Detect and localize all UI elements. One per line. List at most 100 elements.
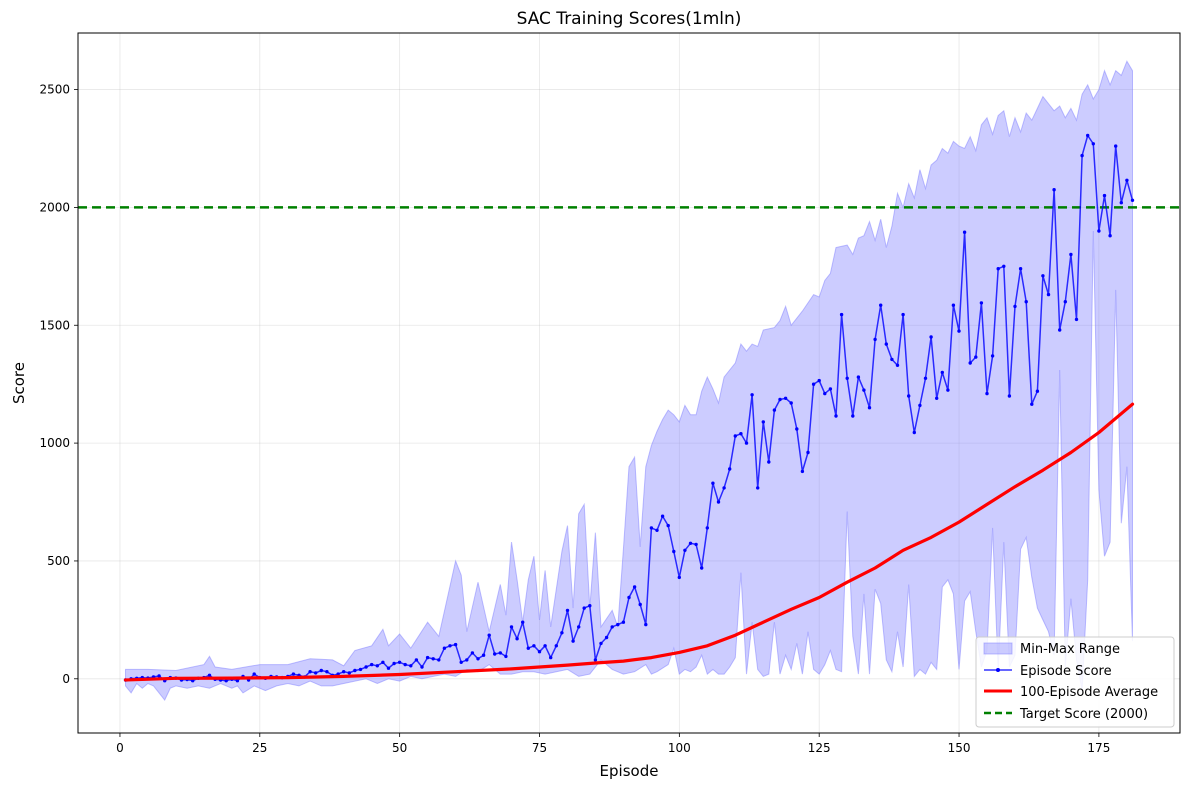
legend-label-average: 100-Episode Average [1020, 685, 1158, 700]
episode-score-point [610, 625, 614, 629]
episode-score-point [1018, 267, 1023, 271]
episode-score-point [683, 548, 687, 552]
episode-score-point [571, 639, 575, 643]
episode-score-point [627, 595, 631, 600]
episode-score-point [437, 658, 441, 662]
axis-ticks: 0 25 50 75 100 125 150 175 0 500 1000 1500 2000 2500 [39, 83, 1110, 755]
x-tick-label: 125 [808, 741, 831, 755]
x-tick-label: 175 [1087, 741, 1110, 755]
episode-score-point [554, 644, 558, 648]
episode-score-point [1046, 292, 1051, 297]
episode-score-point [851, 414, 855, 418]
episode-score-point [392, 661, 396, 666]
episode-score-point [1041, 274, 1045, 278]
episode-score-point [711, 481, 715, 485]
episode-score-point [951, 303, 956, 307]
episode-score-point [677, 575, 681, 580]
episode-score-point [224, 679, 228, 683]
episode-score-point [425, 655, 430, 660]
episode-score-point [604, 635, 609, 640]
episode-score-point [515, 637, 519, 641]
episode-score-point [476, 657, 480, 661]
episode-score-point [1130, 198, 1135, 202]
episode-score-point [537, 650, 542, 654]
episode-score-point [783, 396, 788, 400]
episode-score-point [778, 397, 782, 402]
episode-score-point [957, 329, 961, 333]
episode-score-point [895, 363, 900, 367]
plot-frame [77, 32, 1181, 734]
episode-score-point [1097, 229, 1101, 233]
episode-score-point [1002, 264, 1006, 268]
episode-score-point [962, 230, 967, 234]
x-tick-label: 75 [532, 741, 547, 755]
episode-score-point [739, 432, 743, 436]
episode-score-point [1024, 300, 1028, 304]
x-axis-label: Episode [600, 762, 659, 780]
episode-score-point [744, 441, 749, 445]
episode-score-point [923, 376, 928, 380]
episode-score-point [660, 514, 665, 518]
episode-score-point [509, 625, 514, 629]
min-max-range-area [125, 60, 1133, 701]
episode-score-point [565, 608, 570, 613]
y-tick-label: 1500 [39, 318, 70, 332]
episode-score-point [487, 633, 491, 637]
episode-score-point [655, 528, 659, 532]
episode-score-point [823, 391, 827, 396]
legend-label-range: Min-Max Range [1020, 642, 1120, 657]
episode-score-point [996, 267, 1000, 271]
episode-score-point [716, 500, 721, 504]
y-tick-label: 2000 [39, 200, 70, 214]
episode-score-point [207, 673, 212, 677]
episode-score-point [157, 674, 161, 678]
episode-score-point [1119, 201, 1124, 205]
episode-score-point [839, 312, 844, 317]
episode-score-point [750, 393, 754, 397]
x-tick-label: 150 [948, 741, 971, 755]
series-layer [123, 133, 1135, 683]
episode-score-point [397, 660, 402, 664]
episode-score-point [772, 408, 777, 412]
legend-label-target: Target Score (2000) [1019, 707, 1148, 722]
x-tick-label: 25 [252, 741, 267, 755]
episode-score-point [862, 388, 866, 392]
chart-title: SAC Training Scores(1mln) [517, 9, 742, 29]
episode-score-point [867, 406, 872, 410]
episode-score-point [1069, 252, 1073, 257]
episode-score-point [789, 401, 793, 405]
episode-score-point [672, 549, 676, 554]
episode-score-point [358, 667, 363, 672]
y-tick-label: 2500 [39, 83, 70, 97]
episode-score-point [431, 657, 435, 661]
episode-score-point [918, 403, 922, 408]
episode-score-point [1058, 328, 1062, 332]
episode-score-point [722, 486, 726, 490]
episode-score-point [347, 671, 351, 675]
episode-score-point [375, 664, 379, 668]
episode-score-point [465, 658, 469, 662]
y-tick-label: 0 [62, 672, 70, 686]
episode-score-point [577, 625, 581, 629]
episode-score-point [935, 396, 939, 400]
episode-score-point [1013, 304, 1017, 309]
episode-score-point [403, 662, 407, 667]
legend-label-episode: Episode Score [1020, 664, 1112, 679]
episode-score-point [873, 337, 877, 342]
legend-marker-episode [996, 668, 1000, 672]
episode-score-point [1125, 178, 1129, 182]
episode-score-point [817, 378, 821, 383]
episode-score-point [946, 388, 950, 392]
y-tick-label: 1000 [39, 436, 70, 450]
episode-score-point [342, 670, 346, 674]
episode-score-point [325, 670, 329, 674]
episode-score-point [767, 460, 771, 464]
episode-score-point [481, 653, 486, 657]
episode-score-point [1091, 142, 1096, 146]
episode-score-point [314, 671, 318, 675]
episode-score-point [582, 606, 586, 610]
x-tick-label: 100 [668, 741, 691, 755]
episode-score-point [235, 679, 240, 683]
episode-score-point [649, 526, 654, 530]
episode-score-point [588, 604, 592, 608]
